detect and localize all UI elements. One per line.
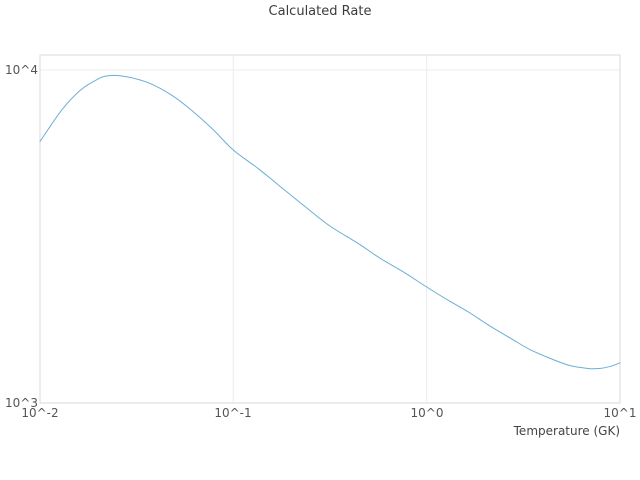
x-tick-label-10e-2: 10^-2 bbox=[21, 406, 59, 420]
x-axis-label: Temperature (GK) bbox=[513, 424, 620, 438]
rate-curve bbox=[39, 74, 621, 370]
y-tick-label-10e3: 10^3 bbox=[5, 396, 38, 410]
x-tick-label-10e1: 10^1 bbox=[603, 406, 637, 420]
chart-title: Calculated Rate bbox=[268, 4, 372, 19]
x-tick-label-10e0: 10^0 bbox=[410, 406, 444, 420]
y-tick-label-10e4: 10^4 bbox=[5, 63, 38, 77]
x-tick-label-10e-1: 10^-1 bbox=[214, 406, 252, 420]
plot-frame bbox=[39, 54, 621, 404]
